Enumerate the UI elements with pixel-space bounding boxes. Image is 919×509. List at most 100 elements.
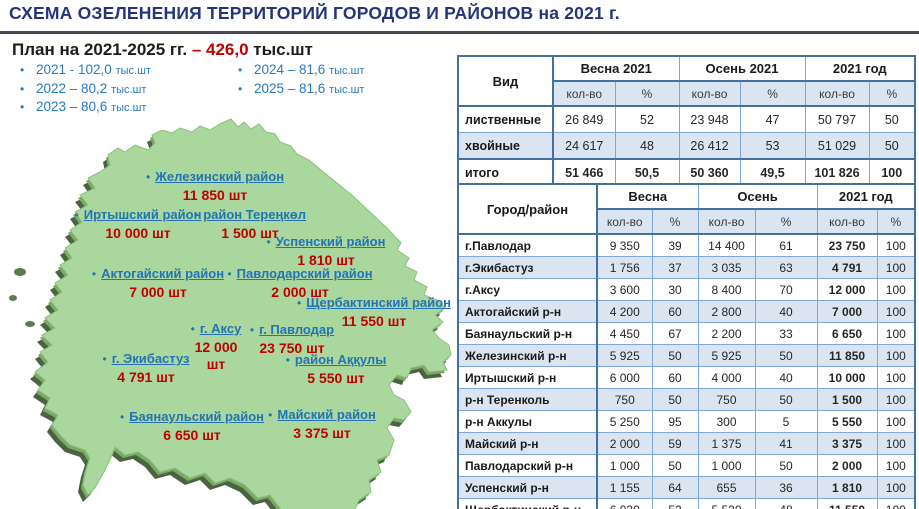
region-value: 7 000 шт xyxy=(129,284,187,300)
data-cell: 50 xyxy=(868,105,916,133)
data-cell: 50 797 xyxy=(804,105,870,133)
data-cell: 3 600 xyxy=(596,278,653,301)
data-cell: 50 xyxy=(754,454,818,477)
data-cell: 300 xyxy=(697,410,756,433)
data-cell: 1 000 xyxy=(697,454,756,477)
data-cell: 100 xyxy=(876,278,916,301)
row-name-cell: р-н Теренколь xyxy=(457,388,598,411)
data-cell: 100 xyxy=(876,322,916,345)
data-cell: 655 xyxy=(697,476,756,499)
plan-year-item: • 2022 – 80,2 тыс.шт xyxy=(20,81,151,100)
data-cell: 2 000 xyxy=(816,454,878,477)
region-value: 5 550 шт xyxy=(307,370,365,386)
table-row: Актогайский р-н 4 200 60 2 800 40 7 000 100 xyxy=(457,300,916,323)
region-value-unit: шт xyxy=(206,356,226,372)
region-link[interactable]: Железинский район xyxy=(155,169,285,184)
bullet-icon: • xyxy=(20,63,25,77)
region-map xyxy=(0,110,460,509)
map-region-label: • Баянаульский район 6 650 шт xyxy=(120,408,264,443)
page-title: СХЕМА ОЗЕЛЕНЕНИЯ ТЕРРИТОРИЙ ГОРОДОВ И РА… xyxy=(9,3,620,23)
region-link[interactable]: Успенский район xyxy=(275,234,386,249)
data-cell: 100 xyxy=(868,158,916,187)
data-cell: 67 xyxy=(651,322,699,345)
row-name-cell: Щербактинский р-н xyxy=(457,498,598,509)
data-cell: 36 xyxy=(754,476,818,499)
data-cell: 51 466 xyxy=(552,158,616,187)
region-link[interactable]: г. Аксу xyxy=(199,321,242,336)
data-cell: 30 xyxy=(651,278,699,301)
data-cell: 50 xyxy=(651,454,699,477)
row-name-cell: хвойные xyxy=(457,132,554,160)
plan-heading-prefix: План на 2021-2025 гг. xyxy=(12,40,192,59)
data-cell: 2 000 xyxy=(596,432,653,455)
data-cell: 26 412 xyxy=(678,132,741,160)
data-cell: 750 xyxy=(596,388,653,411)
region-value: 3 375 шт xyxy=(293,425,351,441)
map-region-label: • Щербактинский район 11 550 шт xyxy=(297,294,451,329)
column-sub-header: % xyxy=(754,208,818,235)
data-cell: 1 756 xyxy=(596,256,653,279)
plan-list-col2: • 2024 – 81,6 тыс.шт • 2025 – 81,6 тыс.шт xyxy=(238,62,364,99)
data-cell: 50 xyxy=(754,388,818,411)
row-name-cell: г.Аксу xyxy=(457,278,598,301)
region-value: 10 000 шт xyxy=(105,225,171,241)
data-cell: 50 xyxy=(868,132,916,160)
data-cell: 1 000 xyxy=(596,454,653,477)
plan-year-unit: тыс.шт xyxy=(111,83,147,96)
data-cell: 52 xyxy=(614,105,680,133)
data-cell: 101 826 xyxy=(804,158,870,187)
data-cell: 12 000 xyxy=(816,278,878,301)
data-cell: 60 xyxy=(651,366,699,389)
region-link[interactable]: г. Павлодар xyxy=(259,322,335,337)
region-link[interactable]: г. Экибастуз xyxy=(111,351,190,366)
region-link[interactable]: Актогайский район xyxy=(101,266,225,281)
column-sub-header: % xyxy=(614,80,680,107)
bullet-icon: • xyxy=(91,267,97,281)
data-cell: 100 xyxy=(876,476,916,499)
region-link[interactable]: Иртышский район xyxy=(83,207,202,222)
data-cell: 5 520 xyxy=(697,498,756,509)
region-link[interactable]: район Аққулы xyxy=(294,352,387,367)
region-value: 12 000 xyxy=(194,339,238,355)
row-name-cell: Актогайский р-н xyxy=(457,300,598,323)
data-cell: 5 550 xyxy=(816,410,878,433)
map-region-label: • Иртышский район 10 000 шт xyxy=(75,206,202,241)
region-link[interactable]: Баянаульский район xyxy=(129,409,265,424)
table-row: Павлодарский р-н 1 000 50 1 000 50 2 000 100 xyxy=(457,454,916,477)
map-islet xyxy=(25,321,35,327)
plan-year-unit: тыс.шт xyxy=(115,65,151,77)
region-value: 1 810 шт xyxy=(297,252,355,268)
region-value: 11 850 шт xyxy=(182,187,248,203)
data-cell: 5 250 xyxy=(596,410,653,433)
data-cell: 51 029 xyxy=(804,132,870,160)
data-cell: 52 xyxy=(651,498,699,509)
region-link[interactable]: Майский район xyxy=(277,407,376,422)
plan-year-item: • 2024 – 81,6 тыс.шт xyxy=(238,62,364,81)
plan-year-value: 2021 - 102,0 xyxy=(36,62,116,77)
data-cell: 5 925 xyxy=(596,344,653,367)
data-cell: 1 500 xyxy=(816,388,878,411)
data-cell: 4 000 xyxy=(697,366,756,389)
column-group-header: Осень 2021 xyxy=(678,55,806,82)
region-link[interactable]: Щербактинский район xyxy=(306,295,451,310)
bullet-icon: • xyxy=(238,81,243,96)
data-cell: 26 849 xyxy=(552,105,616,133)
data-cell: 53 xyxy=(739,132,806,160)
data-cell: 750 xyxy=(697,388,756,411)
column-group-header: Весна xyxy=(596,183,699,210)
districts-table: Город/район Весна Осень 2021 год кол-во% кол-… xyxy=(457,183,917,509)
column-sub-header: кол-во xyxy=(596,208,653,235)
region-link[interactable]: район Тереңкөл xyxy=(203,207,307,222)
bullet-icon: • xyxy=(297,296,302,310)
table-row: Железинский р-н 5 925 50 5 925 50 11 850 100 xyxy=(457,344,916,367)
data-cell: 41 xyxy=(754,432,818,455)
table-row: г.Экибастуз 1 756 37 3 035 63 4 791 100 xyxy=(457,256,916,279)
data-cell: 100 xyxy=(876,366,916,389)
column-sub-header: кол-во xyxy=(816,208,878,235)
region-link[interactable]: Павлодарский район xyxy=(236,266,373,281)
row-name-cell: Майский р-н xyxy=(457,432,598,455)
row-name-cell: р-н Аккулы xyxy=(457,410,598,433)
table-row: хвойные 24 617 48 26 412 53 51 029 50 xyxy=(457,132,916,160)
region-value: 1 500 шт xyxy=(221,225,279,241)
